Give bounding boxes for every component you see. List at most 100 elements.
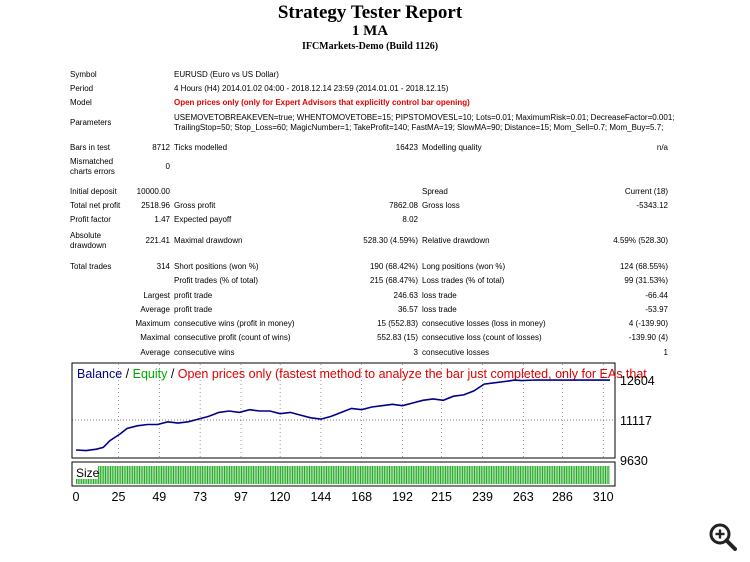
volume-bar [196, 466, 198, 484]
period-label: Period [70, 84, 94, 93]
volume-bar [154, 466, 156, 484]
volume-bar [395, 466, 397, 484]
volume-bar [293, 466, 295, 484]
volume-bar [261, 466, 263, 484]
quality-value: n/a [656, 143, 668, 152]
report-server: IFCMarkets-Demo (Build 1126) [301, 41, 439, 52]
volume-bar [334, 466, 336, 484]
volume-bar [140, 466, 142, 484]
volume-bar [572, 466, 574, 484]
acw-value: 3 [413, 348, 418, 357]
volume-bar [188, 466, 190, 484]
volume-bar [232, 466, 234, 484]
alt-label: loss trade [422, 305, 457, 314]
volume-bar [446, 466, 448, 484]
long-label: Long positions (won %) [422, 262, 506, 271]
volume-bar [217, 466, 219, 484]
volume-bar [589, 466, 591, 484]
volume-bar [462, 466, 464, 484]
volume-bar [104, 466, 107, 484]
average2-label: Average [140, 348, 170, 357]
volume-bar [322, 466, 324, 484]
x-tick-label: 310 [593, 490, 614, 504]
absdd-label-1: Absolute [70, 231, 102, 240]
volume-bar [473, 466, 476, 484]
volume-bar [378, 466, 380, 484]
volume-bar [354, 466, 356, 484]
volume-bar [575, 466, 578, 484]
maximal-label: Maximal [140, 333, 170, 342]
grossprofit-label: Gross profit [174, 201, 216, 210]
volume-bar [601, 466, 603, 484]
volume-bar [308, 466, 311, 484]
alt-value: -53.97 [645, 305, 668, 314]
volume-bar [535, 466, 537, 484]
volume-bar [193, 466, 195, 484]
volume-bar [470, 466, 472, 484]
volume-bar [106, 466, 108, 484]
volume-bar [504, 466, 506, 484]
volume-bar [361, 466, 363, 484]
y-tick-label: 9630 [620, 454, 648, 468]
volume-bar [312, 466, 314, 484]
volume-bar [582, 466, 584, 484]
volume-bar [516, 466, 518, 484]
volume-bar [581, 466, 583, 484]
volume-bar [494, 466, 496, 484]
volume-bar [332, 466, 334, 484]
grossloss-label: Gross loss [422, 201, 460, 210]
volume-bar [586, 466, 588, 484]
volume-bar [288, 466, 290, 484]
volume-bar [351, 466, 353, 484]
volume-bar [256, 466, 258, 484]
llt-label: loss trade [422, 291, 457, 300]
volume-bar [121, 466, 124, 484]
volume-bar [526, 466, 528, 484]
volume-bar [305, 466, 307, 484]
volume-bar [479, 466, 481, 484]
volume-bar [225, 466, 227, 484]
symbol-value: EURUSD (Euro vs US Dollar) [174, 70, 279, 79]
volume-bar [167, 466, 169, 484]
volume-bar [402, 466, 404, 484]
volume-bar [463, 466, 465, 484]
volume-bar [419, 466, 421, 484]
zoom-in-icon [709, 523, 737, 551]
volume-bar [360, 466, 362, 484]
apt-value: 36.57 [397, 305, 418, 314]
volume-bar [327, 466, 329, 484]
volume-bar [475, 466, 477, 484]
grossprofit-value: 7862.08 [389, 201, 418, 210]
volume-bar [424, 466, 426, 484]
volume-bar [467, 466, 469, 484]
report-title: Strategy Tester Report [277, 2, 463, 23]
volume-bar [365, 466, 367, 484]
volume-bar [487, 466, 489, 484]
zoom-button[interactable] [706, 520, 740, 554]
volume-bar [477, 466, 479, 484]
volume-bar [116, 466, 118, 484]
volume-bar [249, 466, 251, 484]
netprofit-value: 2518.96 [141, 201, 170, 210]
volume-bar [439, 466, 442, 484]
mcp-value: 552.83 (15) [377, 333, 418, 342]
volume-bar [130, 466, 132, 484]
volume-bar [538, 466, 540, 484]
volume-bar [103, 466, 105, 484]
volume-bar [383, 466, 385, 484]
volume-bar [125, 466, 127, 484]
deposit-label: Initial deposit [70, 187, 117, 196]
volume-bar [545, 466, 547, 484]
volume-bar [458, 466, 460, 484]
volume-bar [181, 466, 183, 484]
volume-bar [455, 466, 457, 484]
volume-bar [172, 466, 175, 484]
volume-bar [118, 466, 120, 484]
volume-bar [368, 466, 370, 484]
volume-bar [162, 466, 164, 484]
x-tick-label: 192 [392, 490, 413, 504]
volume-bar [291, 466, 294, 484]
volume-bar [412, 466, 414, 484]
volume-bar [285, 466, 287, 484]
x-tick-label: 215 [431, 490, 452, 504]
